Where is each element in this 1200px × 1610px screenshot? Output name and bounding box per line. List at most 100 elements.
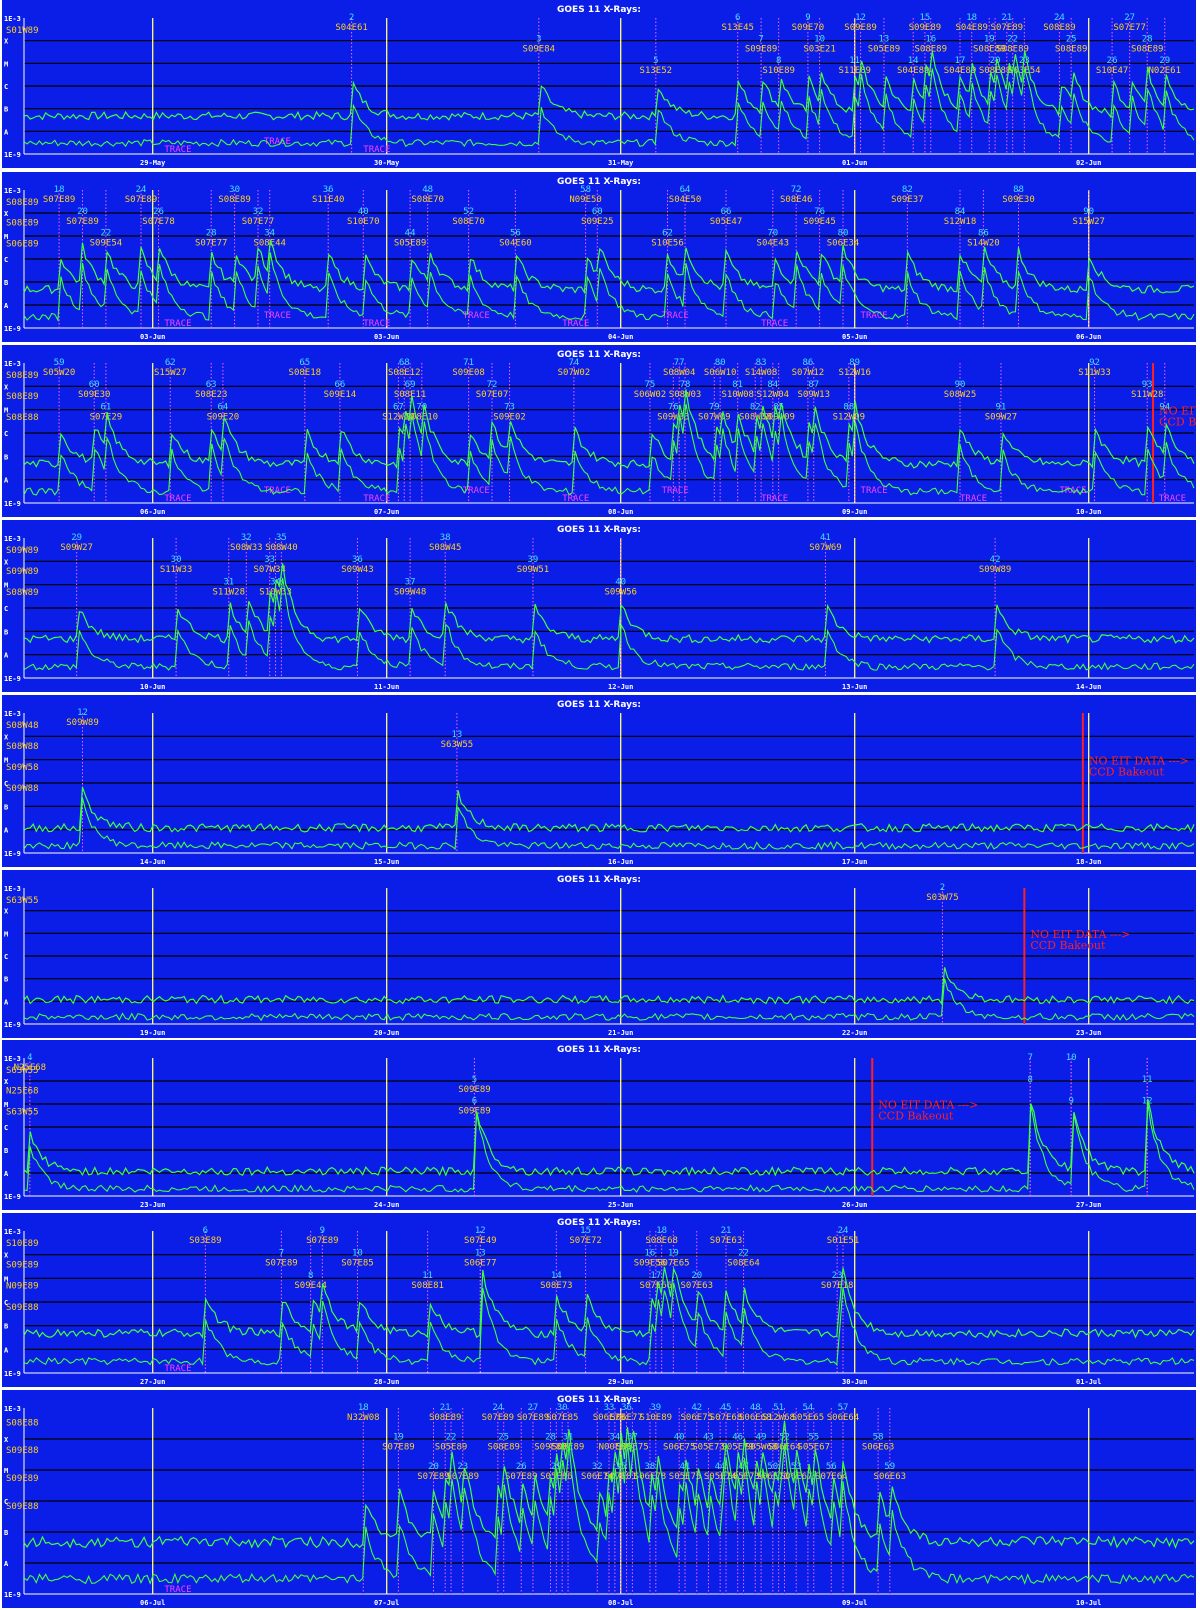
event-number: 26	[1107, 56, 1118, 66]
no-eit-note: CCD Bakeout	[878, 1110, 954, 1123]
trace-label: TRACE	[1159, 494, 1186, 504]
event-number: 15	[919, 13, 930, 23]
event-number: 8	[308, 1271, 313, 1281]
y-level-label: C	[4, 953, 8, 961]
event-number: 9	[805, 13, 810, 23]
event-number: 84	[767, 380, 778, 390]
event-number: 19	[668, 1248, 679, 1258]
event-location: S07E89	[125, 195, 158, 205]
event-location: S01E51	[827, 1236, 860, 1246]
event-location: S09W27	[60, 543, 93, 553]
event-location: S07E89	[306, 1236, 339, 1246]
event-number: 8	[1027, 1075, 1032, 1085]
event-number: 76	[668, 402, 679, 412]
goes-panel-3: 1E-3XMCBA1E-9GOES 11 X-Rays:06-Jun 07-Jun…	[2, 345, 1196, 517]
event-location: S07W69	[809, 543, 842, 553]
edge-location-label: N09E89	[6, 1282, 39, 1292]
event-location: S09E30	[1002, 195, 1035, 205]
event-location: S08E89	[914, 45, 947, 55]
event-number: 44	[405, 229, 416, 239]
edge-location-label: S09E88	[6, 1303, 39, 1313]
y-level-label: 1E-3	[4, 1405, 21, 1413]
event-number: 7	[279, 1248, 284, 1258]
event-number: 14	[908, 56, 919, 66]
event-location: S07E89	[991, 23, 1024, 33]
event-location: S09E89	[458, 1107, 491, 1117]
trace-label: TRACE	[363, 145, 390, 155]
event-location: S06E75	[680, 1413, 713, 1423]
date-tick-label: 06-Jul	[140, 1599, 165, 1607]
date-tick-label: 01-Jul	[1076, 1378, 1101, 1386]
event-number: 26	[153, 207, 164, 217]
trace-label: TRACE	[264, 311, 291, 321]
event-number: 49	[756, 1432, 767, 1442]
date-tick-label: 03-Jun	[374, 333, 399, 341]
event-number: 34	[609, 1432, 620, 1442]
event-location: S07E89	[43, 195, 76, 205]
event-number: 30	[557, 1403, 568, 1413]
event-number: 5	[653, 56, 658, 66]
event-number: 32	[592, 1462, 603, 1472]
event-number: 59	[884, 1462, 895, 1472]
y-level-label: B	[4, 106, 8, 114]
event-number: 26	[516, 1462, 527, 1472]
event-location: S11W28	[212, 587, 245, 597]
event-location: S14W20	[967, 239, 1000, 249]
event-number: 30	[229, 185, 240, 195]
event-number: 6	[203, 1226, 208, 1236]
trace-label: TRACE	[463, 486, 490, 496]
event-number: 89	[849, 358, 860, 368]
edge-location-label: S08W89	[6, 588, 39, 598]
panel-background	[2, 870, 1196, 1038]
event-location: S14W08	[745, 368, 778, 378]
event-number: 25	[498, 1432, 509, 1442]
event-number: 62	[662, 229, 673, 239]
y-level-label: C	[4, 605, 8, 613]
event-location: S08W45	[429, 543, 462, 553]
trace-label: TRACE	[761, 494, 788, 504]
event-location: S09W43	[341, 565, 374, 575]
y-level-label: 1E-9	[4, 1370, 21, 1378]
panel-background	[2, 1040, 1196, 1210]
event-number: 82	[902, 185, 913, 195]
panel-title: GOES 11 X-Rays:	[557, 1045, 641, 1055]
event-number: 18	[656, 1226, 667, 1236]
event-number: 40	[615, 577, 626, 587]
y-level-label: C	[4, 83, 8, 91]
event-number: 75	[645, 380, 656, 390]
y-level-label: C	[4, 256, 8, 264]
event-location: S08E89	[429, 1413, 462, 1423]
edge-location-label: S09W58	[6, 763, 39, 773]
date-tick-label: 14-Jun	[1076, 683, 1101, 691]
event-number: 56	[826, 1462, 837, 1472]
date-tick-label: 19-Jun	[140, 1029, 165, 1037]
goes-panel-7: 1E-3XMCBA1E-9GOES 11 X-Rays:23-Jun 24-Jun…	[2, 1040, 1196, 1210]
date-tick-label: 01-Jun	[842, 159, 867, 167]
event-location: S07E89	[482, 1413, 515, 1423]
date-tick-label: 07-Jun	[374, 508, 399, 516]
event-number: 54	[802, 1403, 813, 1413]
date-tick-label: 23-Jun	[1076, 1029, 1101, 1037]
event-location: S09E70	[792, 23, 825, 33]
event-number: 64	[217, 402, 228, 412]
event-location: S12W16	[838, 368, 871, 378]
event-number: 35	[276, 533, 287, 543]
event-location: S09W89	[66, 718, 99, 728]
event-number: 27	[1124, 13, 1135, 23]
date-tick-label: 09-Jul	[842, 1599, 867, 1607]
date-tick-label: 21-Jun	[608, 1029, 633, 1037]
event-number: 58	[873, 1432, 884, 1442]
event-number: 61	[100, 402, 111, 412]
event-location: S12W09	[833, 412, 866, 422]
date-tick-label: 05-Jun	[842, 333, 867, 341]
edge-location-label: S63W55	[6, 896, 39, 906]
event-number: 23	[457, 1462, 468, 1472]
event-number: 33	[604, 1403, 615, 1413]
event-number: 20	[77, 207, 88, 217]
event-number: 58	[580, 185, 591, 195]
event-location: S05E75	[616, 1442, 649, 1452]
event-location: S05E65	[792, 1413, 825, 1423]
event-location: S10E70	[347, 217, 380, 227]
event-location: S04E43	[757, 239, 790, 249]
event-number: 84	[955, 207, 966, 217]
